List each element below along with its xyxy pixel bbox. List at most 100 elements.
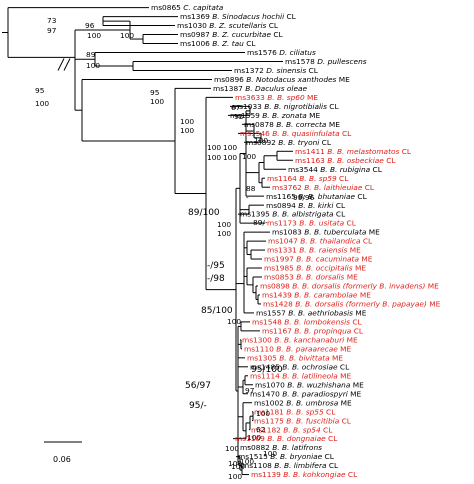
taxon-lure-type: ME xyxy=(338,371,352,380)
taxon-code: ms1070 xyxy=(255,380,287,389)
taxon-label: ms1182 B. B. sp54 CL xyxy=(251,425,333,434)
taxon-code: ms3544 xyxy=(288,165,320,174)
taxon-lure-type: ME xyxy=(353,309,367,318)
support-value: 95 xyxy=(150,88,160,97)
taxon-lure-type: CL xyxy=(399,147,412,156)
taxon-name: B. Notodacus xanthodes xyxy=(246,75,336,84)
taxon-name: B. B. tuberculata xyxy=(304,228,367,237)
taxon-lure-type: ME xyxy=(336,75,350,84)
taxon-name: B. B. kohkongiae xyxy=(283,470,346,479)
taxon-code: ms1546 xyxy=(240,129,272,138)
taxon-label: ms0892 B. B. tryoni CL xyxy=(246,138,332,147)
support-value: 89 xyxy=(86,50,96,59)
taxon-label: ms1033 B. B. nigrotibialis CL xyxy=(232,102,339,111)
support-value: 100 xyxy=(223,143,237,152)
taxon-name: C. capitata xyxy=(183,3,224,12)
taxon-name: B. Daculus oleae xyxy=(245,84,307,93)
support-value: 56/97 xyxy=(185,381,211,391)
taxon-label: ms0853 B. B. dorsalis ME xyxy=(264,273,358,282)
support-value: 100 xyxy=(217,220,231,229)
taxon-lure-type: CL xyxy=(266,21,279,30)
taxon-label: ms1439 B. B. carambolae ME xyxy=(262,291,371,300)
support-value: 100 xyxy=(242,152,256,161)
taxon-name: B. Z. tau xyxy=(212,39,244,48)
taxon-label: ms1576 D. ciliatus xyxy=(247,48,316,57)
taxon-name: B. B. cacuminata xyxy=(296,255,359,264)
support-value: 100 xyxy=(150,97,164,106)
taxon-name: B. B. latifrons xyxy=(272,443,322,452)
support-value: 100 xyxy=(228,459,242,468)
taxon-label: ms1070 B. B. wuzhishana ME xyxy=(255,380,364,389)
taxon-label: ms1985 B. B. occipitalis ME xyxy=(264,264,366,273)
taxon-code: ms1167 xyxy=(262,326,294,335)
taxon-name: B. B. correcta xyxy=(276,120,327,129)
taxon-name: D. ciliatus xyxy=(279,48,316,57)
support-value: 100 xyxy=(247,433,261,442)
taxon-lure-type: CL xyxy=(361,237,374,246)
support-value: 97 xyxy=(47,26,57,35)
taxon-lure-type: CL xyxy=(338,362,351,371)
taxon-lure-type: CL xyxy=(322,452,335,461)
taxon-code: ms0853 xyxy=(264,273,296,282)
taxon-label: ms1002 B. B. umbrosa ME xyxy=(254,398,352,407)
taxon-name: B. B. bivittata xyxy=(279,353,330,362)
taxon-label: ms1006 B. Z. tau CL xyxy=(180,39,256,48)
taxon-label: ms1300 B. B. kanchanaburi ME xyxy=(242,335,358,344)
support-value: 100 xyxy=(263,449,277,458)
taxon-label: ms1372 D. sinensis CL xyxy=(234,66,319,75)
support-value: 100 xyxy=(225,444,239,453)
taxon-lure-type: CL xyxy=(340,129,353,138)
taxon-name: B. B. bryoniae xyxy=(270,452,322,461)
taxon-lure-type: CL xyxy=(350,318,363,327)
taxon-code: ms1439 xyxy=(262,291,294,300)
taxon-lure-type: CL xyxy=(327,102,340,111)
taxon-name: B. B. raiensis xyxy=(299,246,347,255)
taxon-label: ms3762 B. B. laithieuiae CL xyxy=(272,183,375,192)
taxon-label: ms1470 B. B. paradiospyri ME xyxy=(250,389,362,398)
taxon-code: ms1030 xyxy=(177,21,209,30)
taxon-lure-type: CL xyxy=(284,12,297,21)
taxon-name: B. B. tryoni xyxy=(278,138,320,147)
taxon-label: ms0878 B. B. correcta ME xyxy=(244,120,340,129)
support-value: - xyxy=(246,193,249,202)
taxon-lure-type: ME xyxy=(307,111,321,120)
support-value: 100 xyxy=(86,61,100,70)
support-value: 100 xyxy=(231,462,245,471)
support-value: -/95 xyxy=(207,261,225,271)
taxon-code: ms1576 xyxy=(247,48,279,57)
support-value: -/98 xyxy=(207,274,225,284)
taxon-name: B. B. laithieuiae xyxy=(304,183,363,192)
taxon-lure-type: ME xyxy=(357,291,371,300)
support-value: 100 xyxy=(227,317,241,326)
taxon-name: B. B. dorsalis xyxy=(296,273,344,282)
taxon-lure-type: CL xyxy=(326,434,339,443)
taxon-label: ms1515 B. B. bryoniae CL xyxy=(238,452,335,461)
taxon-label: ms1114 B. B. latilineola ME xyxy=(250,371,351,380)
support-value: 96 xyxy=(85,21,95,30)
taxon-label: ms0894 B. B. kirki CL xyxy=(266,201,346,210)
support-value: 97 xyxy=(245,386,255,395)
taxon-label: ms1305 B. B. bivittata ME xyxy=(247,353,343,362)
taxon-label: ms1109 B. B. dongnaiae CL xyxy=(235,434,338,443)
support-value: 95/100 xyxy=(251,365,283,375)
taxon-lure-type: CL xyxy=(271,30,284,39)
taxon-name: B. B. propinqua xyxy=(294,326,352,335)
taxon-code: ms1369 xyxy=(180,12,212,21)
taxon-name: B. B. sp59 xyxy=(299,174,337,183)
taxon-name: B. B. rubigina xyxy=(320,165,370,174)
taxon-label: ms1559 B. B. zonata ME xyxy=(230,111,321,120)
taxon-code: ms1175 xyxy=(254,416,286,425)
taxon-name: B. B. zonata xyxy=(262,111,307,120)
taxon-code: ms0882 xyxy=(240,443,272,452)
taxon-lure-type: ME xyxy=(348,389,362,398)
taxon-label: ms1175 B. B. fuscitibia CL xyxy=(254,416,352,425)
taxon-name: B. B. paraarecae xyxy=(276,344,338,353)
taxon-name: B. B. usitata xyxy=(299,219,344,228)
support-value: 100 xyxy=(35,99,49,108)
taxon-lure-type: CL xyxy=(306,66,319,75)
taxon-lure-type: CL xyxy=(370,165,383,174)
taxon-code: ms1559 xyxy=(230,111,262,120)
taxon-label: ms1173 B. B. usitata CL xyxy=(267,219,357,228)
taxon-lure-type: CL xyxy=(244,39,257,48)
